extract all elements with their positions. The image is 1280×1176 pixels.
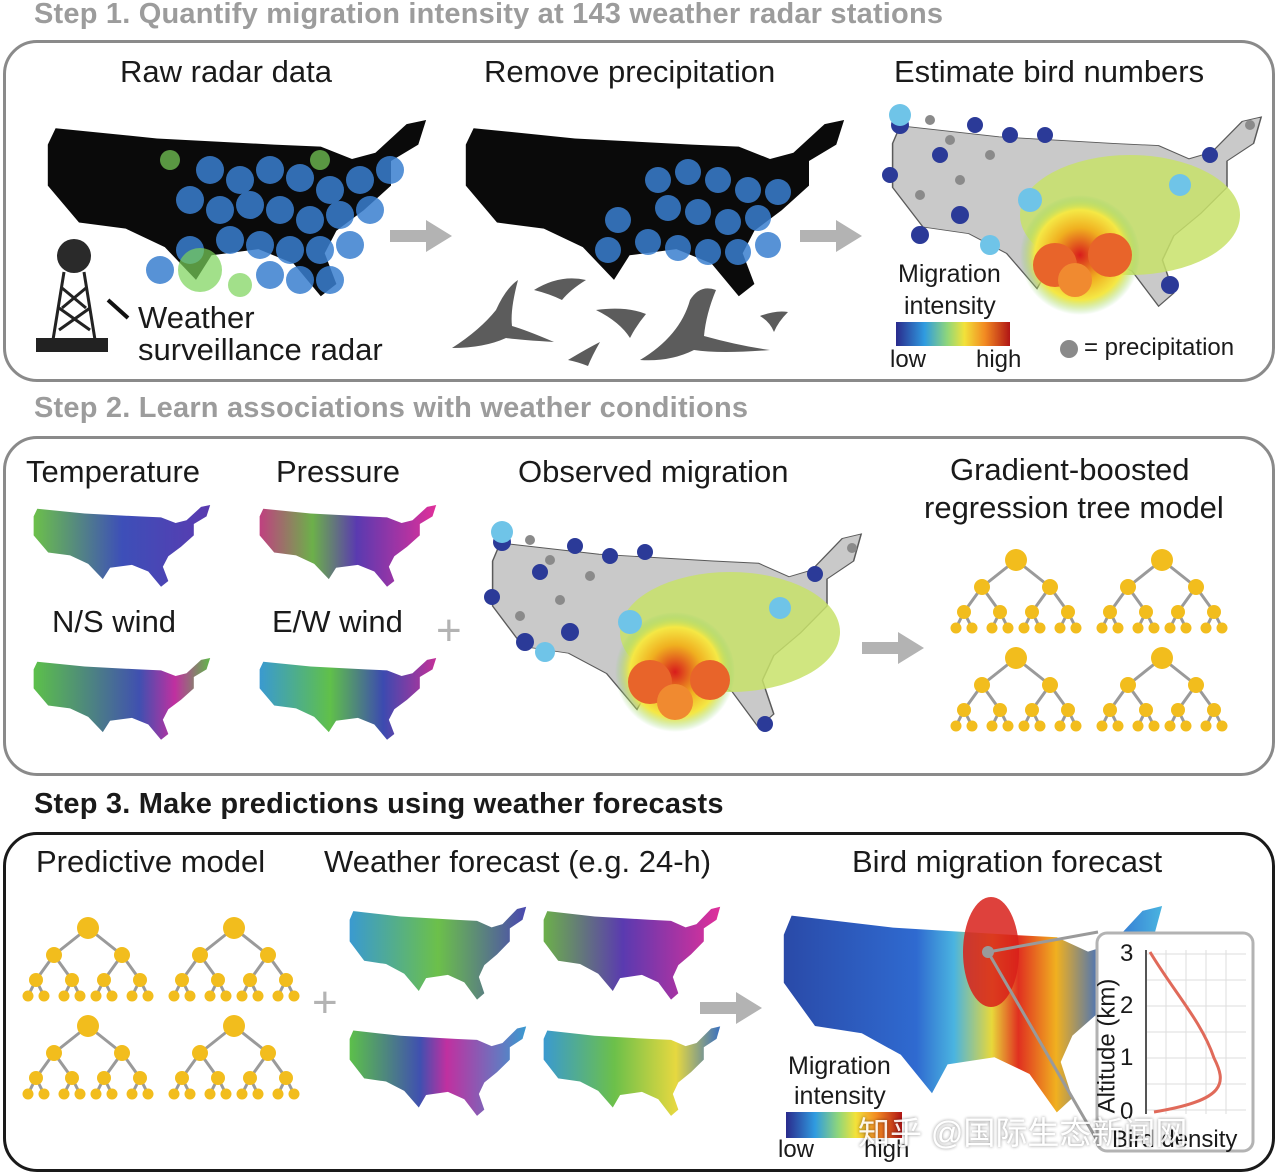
legend3-title-line1: Migration — [788, 1052, 891, 1080]
observed-migration-map — [480, 512, 870, 737]
predictive-model-label: Predictive model — [36, 844, 266, 879]
step1-title: Step 1. Quantify migration intensity at … — [34, 0, 944, 30]
model-title-line2: regression tree model — [924, 490, 1224, 525]
temperature-map — [33, 505, 211, 587]
bird-migration-forecast-label: Bird migration forecast — [852, 844, 1163, 879]
precip-legend-label: = precipitation — [1084, 334, 1235, 361]
radar-label-line1: Weather — [138, 300, 255, 335]
precip-dot-icon — [1060, 340, 1078, 358]
watermark: 知乎 @国际生态新闻网 — [858, 1115, 1188, 1151]
altitude-profile-inset[interactable] — [1095, 931, 1256, 1154]
forecast-map-2 — [543, 906, 721, 1000]
plus-icon: + — [312, 978, 338, 1027]
radar-label-line2: surveillance radar — [138, 332, 383, 367]
arrow-icon — [390, 220, 452, 252]
legend1-colorbar — [896, 322, 1010, 346]
bird-estimate-map — [880, 95, 1270, 315]
ew-wind-map — [259, 658, 437, 740]
arrow-icon — [862, 632, 924, 664]
regression-trees-icon — [949, 547, 1229, 733]
inset-ylabel: Altitude (km) — [1093, 978, 1121, 1114]
ns-wind-label: N/S wind — [52, 604, 177, 639]
legend1-title-line2: intensity — [904, 292, 996, 320]
step2-panel — [3, 436, 1275, 776]
inset-tick-1: 1 — [1120, 1044, 1134, 1071]
legend1-high: high — [976, 346, 1022, 373]
step1-panel — [3, 40, 1275, 382]
observed-migration-label: Observed migration — [518, 454, 789, 489]
predictive-trees-icon — [21, 915, 301, 1101]
estimate-birds-label: Estimate bird numbers — [894, 54, 1205, 89]
inset-tick-3: 3 — [1120, 940, 1134, 967]
forecast-map-3 — [349, 1026, 527, 1116]
radar-pointer-line — [106, 298, 130, 320]
inset-tick-2: 2 — [1120, 992, 1134, 1019]
pressure-label: Pressure — [276, 454, 401, 489]
step3-panel — [3, 832, 1275, 1172]
legend1-low: low — [890, 346, 927, 373]
step2-title: Step 2. Learn associations with weather … — [34, 392, 749, 424]
raw-radar-label: Raw radar data — [120, 54, 332, 89]
inset-connector — [982, 930, 1100, 1143]
inset-xlabel: Bird density — [1112, 1126, 1238, 1153]
temperature-label: Temperature — [26, 454, 201, 489]
forecast-map-1 — [349, 906, 527, 1000]
raw-radar-map — [47, 120, 427, 297]
ew-wind-label: E/W wind — [272, 604, 403, 639]
legend3-title-line2: intensity — [794, 1082, 886, 1110]
pressure-map — [259, 505, 437, 587]
arrow-icon — [800, 220, 862, 252]
bird-silhouettes-icon — [452, 278, 788, 366]
legend3-colorbar — [786, 1112, 902, 1138]
plus-icon: + — [436, 606, 462, 655]
precip-removed-map — [465, 120, 845, 297]
remove-precip-label: Remove precipitation — [484, 54, 776, 89]
forecast-map-4 — [543, 1026, 721, 1116]
legend3-high: high — [864, 1136, 910, 1163]
radar-tower-icon — [36, 239, 108, 352]
model-title-line1: Gradient-boosted — [950, 452, 1190, 487]
weather-forecast-label: Weather forecast (e.g. 24-h) — [324, 844, 712, 879]
inset-tick-0: 0 — [1120, 1098, 1134, 1125]
ns-wind-map — [33, 658, 211, 740]
legend3-low: low — [778, 1136, 815, 1163]
legend1-title-line1: Migration — [898, 260, 1001, 288]
arrow-icon — [700, 992, 762, 1024]
step3-title: Step 3. Make predictions using weather f… — [34, 788, 724, 820]
